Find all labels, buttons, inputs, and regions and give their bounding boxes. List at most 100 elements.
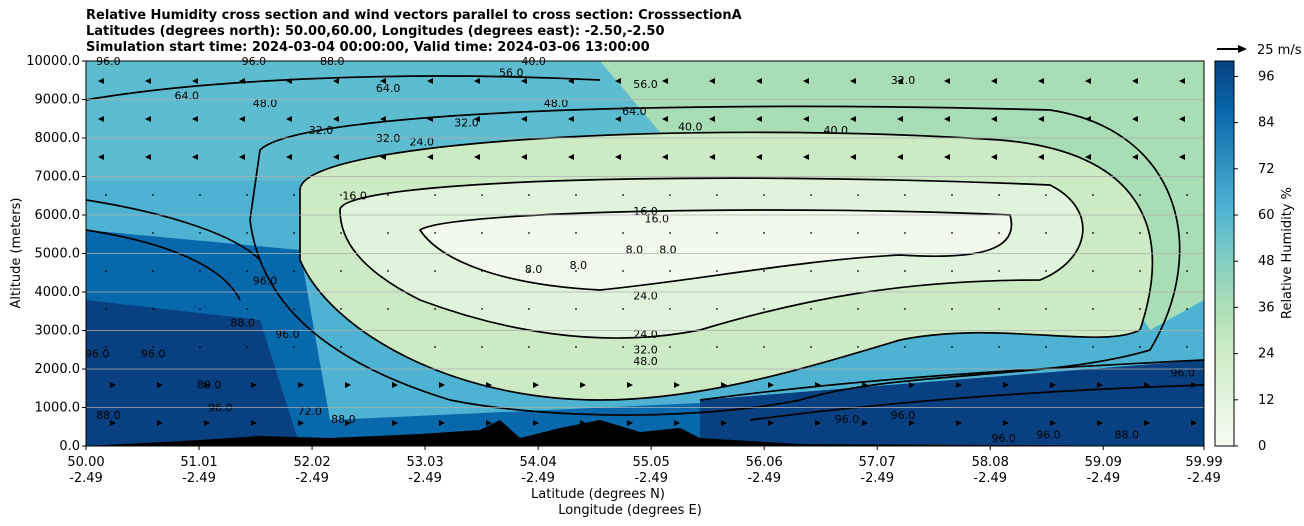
wind-vector <box>897 154 903 160</box>
wind-vector <box>857 308 859 310</box>
wind-vector <box>810 270 812 272</box>
wind-vector <box>991 154 997 160</box>
wind-vector <box>803 154 809 160</box>
wind-vector <box>199 308 201 310</box>
contour-label: 64.0 <box>622 105 647 118</box>
wind-vector <box>246 346 248 348</box>
wind-vector <box>110 382 116 388</box>
wind-vector <box>815 420 821 426</box>
x-tick-label-lon: -2.49 <box>973 471 1007 486</box>
wind-vector <box>481 308 483 310</box>
contour-label: 16.0 <box>645 213 670 226</box>
wind-vector <box>528 270 530 272</box>
contour-label: 8.0 <box>659 244 677 257</box>
wind-vector <box>110 420 116 426</box>
wind-vector <box>204 420 210 426</box>
x-tick-label-lon: -2.49 <box>69 471 103 486</box>
wind-vector <box>345 420 351 426</box>
wind-vector <box>763 270 765 272</box>
wind-vector <box>850 78 856 84</box>
wind-vector <box>239 78 245 84</box>
contour-label: 96.0 <box>85 347 110 360</box>
wind-vector <box>105 308 107 310</box>
wind-vector <box>669 232 671 234</box>
wind-vector <box>98 154 104 160</box>
wind-vector <box>533 382 539 388</box>
y-tick-label: 4000.0 <box>35 285 81 300</box>
wind-vector <box>293 232 295 234</box>
x-tick-label-lat: 50.00 <box>67 455 104 470</box>
wind-vector <box>521 154 527 160</box>
wind-vector <box>756 116 762 122</box>
x-tick-label-lat: 59.99 <box>1185 455 1222 470</box>
wind-vector <box>1179 78 1185 84</box>
contour-label: 24.0 <box>633 290 658 303</box>
wind-vector <box>1085 116 1091 122</box>
contour-label: 48.0 <box>253 97 278 110</box>
wind-vector <box>998 194 1000 196</box>
colorbar-tick-label: 72 <box>1258 162 1275 177</box>
contour-label: 40.0 <box>824 124 849 137</box>
wind-vector <box>434 308 436 310</box>
colorbar-tick-label: 84 <box>1258 116 1275 131</box>
wind-vector <box>157 382 163 388</box>
wind-vector <box>998 308 1000 310</box>
wind-vector <box>152 270 154 272</box>
colorbar-ticks: 0 12 24 36 48 60 72 84 96 <box>1234 69 1275 454</box>
contour-label: 24.0 <box>633 328 658 341</box>
y-axis-label: Altitude (meters) <box>9 198 24 309</box>
wind-vector <box>1179 154 1185 160</box>
wind-vector <box>1191 382 1197 388</box>
wind-vector <box>904 346 906 348</box>
contour-label: 96.0 <box>141 347 166 360</box>
wind-vector <box>1092 308 1094 310</box>
wind-vector <box>1045 232 1047 234</box>
wind-vector <box>251 420 257 426</box>
contour-label: 96.0 <box>253 274 278 287</box>
wind-vector <box>528 194 530 196</box>
y-tick-label: 6000.0 <box>35 208 81 223</box>
wind-vector <box>105 270 107 272</box>
wind-vector <box>434 194 436 196</box>
colorbar-label: Relative Humidity % <box>1280 187 1295 319</box>
colorbar-tick-label: 96 <box>1258 69 1275 84</box>
wind-vector <box>1045 308 1047 310</box>
wind-vector <box>803 78 809 84</box>
wind-vector <box>716 194 718 196</box>
wind-vector <box>1038 154 1044 160</box>
wind-vector <box>157 420 163 426</box>
x-tick-label-lon: -2.49 <box>295 471 329 486</box>
wind-vector <box>709 116 715 122</box>
wind-vector <box>1191 420 1197 426</box>
x-tick-label-lat: 53.03 <box>406 455 443 470</box>
wind-vector <box>944 116 950 122</box>
wind-vector <box>904 270 906 272</box>
wind-vector <box>481 232 483 234</box>
wind-vector <box>1050 420 1056 426</box>
wind-vector <box>152 232 154 234</box>
wind-vector <box>1045 346 1047 348</box>
wind-vector <box>192 78 198 84</box>
wind-vector <box>575 346 577 348</box>
wind-vector <box>152 308 154 310</box>
wind-vector <box>387 346 389 348</box>
wind-vector <box>810 346 812 348</box>
wind-key-label: 25 m/s <box>1257 43 1302 58</box>
colorbar-tick-label: 0 <box>1258 439 1266 454</box>
x-tick-label-lon: -2.49 <box>182 471 216 486</box>
x-tick-label-lon: -2.49 <box>1086 471 1120 486</box>
wind-vector <box>615 154 621 160</box>
wind-vector <box>481 346 483 348</box>
wind-vector <box>1139 194 1141 196</box>
colorbar-scale <box>1214 60 1235 447</box>
colorbar-tick-label: 12 <box>1258 393 1275 408</box>
wind-vector <box>486 420 492 426</box>
wind-vector <box>286 78 292 84</box>
contour-label: 96.0 <box>1036 428 1061 441</box>
wind-vector <box>521 116 527 122</box>
wind-vector <box>1003 382 1009 388</box>
x-tick-label-lat: 57.07 <box>859 455 896 470</box>
wind-vector <box>533 420 539 426</box>
y-tick-label: 7000.0 <box>35 170 81 185</box>
wind-vector <box>474 78 480 84</box>
